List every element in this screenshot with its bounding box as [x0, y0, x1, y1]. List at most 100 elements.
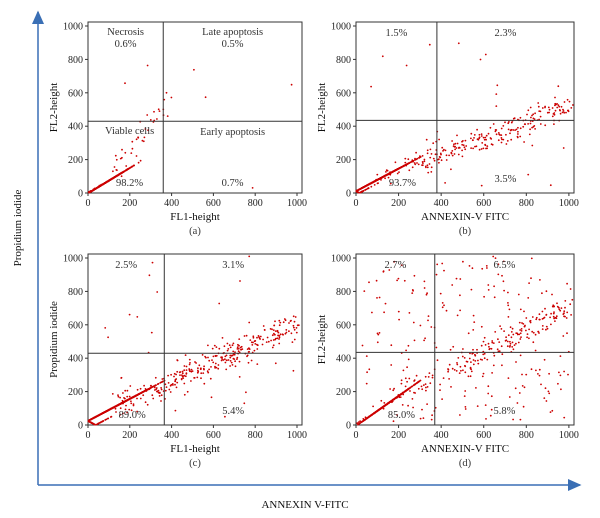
event-point [185, 372, 188, 375]
event-point [103, 182, 106, 185]
data-points [356, 255, 574, 426]
event-point [499, 134, 501, 136]
event-point [226, 342, 229, 345]
event-point [482, 147, 485, 150]
event-point [482, 136, 485, 139]
event-point [457, 147, 460, 149]
event-point [534, 333, 537, 336]
event-point [125, 165, 128, 167]
event-point [183, 369, 186, 372]
event-point [487, 385, 490, 388]
event-point [537, 330, 540, 333]
quadrant-value-upper-right: 2.3% [495, 28, 517, 39]
event-point [419, 379, 422, 382]
event-point [391, 170, 394, 173]
event-point [526, 333, 529, 335]
event-point [476, 128, 478, 131]
event-point [480, 184, 483, 187]
event-point [432, 157, 435, 160]
event-point [519, 127, 522, 130]
event-point [230, 361, 233, 364]
event-point [453, 146, 456, 148]
event-point [445, 154, 448, 157]
event-point [238, 376, 241, 378]
event-point [503, 330, 505, 332]
event-point [295, 327, 298, 329]
event-point [154, 384, 157, 387]
event-point [359, 422, 361, 424]
event-point [569, 288, 572, 290]
event-point [156, 118, 158, 120]
x-tick-label: 1000 [559, 198, 579, 209]
event-point [256, 344, 259, 347]
event-point [274, 320, 276, 323]
event-point [429, 382, 432, 385]
event-point [494, 130, 497, 133]
event-point [383, 404, 386, 407]
event-point [407, 358, 410, 361]
event-point [427, 376, 430, 378]
event-point [396, 279, 398, 282]
event-point [502, 125, 505, 127]
event-point [562, 110, 565, 112]
event-point [271, 334, 274, 337]
event-point [374, 180, 377, 182]
event-point [105, 418, 108, 421]
event-point [176, 370, 179, 373]
event-point [519, 329, 521, 331]
event-point [256, 348, 259, 350]
event-point [444, 182, 446, 184]
event-point [515, 128, 518, 131]
quadrant-value-upper-left: 1.5% [386, 28, 408, 39]
event-point [156, 390, 158, 393]
event-point [504, 121, 506, 124]
event-point [380, 176, 383, 179]
event-point [512, 348, 515, 351]
event-point [464, 148, 467, 151]
event-point [115, 169, 118, 171]
event-point [406, 366, 408, 369]
event-point [435, 346, 438, 349]
event-point [404, 385, 407, 388]
event-point [399, 166, 401, 169]
event-point [194, 361, 196, 363]
event-point [162, 380, 164, 383]
event-point [174, 380, 177, 383]
event-point [430, 153, 433, 155]
event-point [355, 190, 358, 192]
event-point [507, 304, 510, 307]
y-tick-label: 0 [78, 421, 83, 432]
event-point [525, 317, 528, 319]
event-point [490, 395, 493, 398]
event-point [259, 335, 262, 338]
event-point [487, 132, 490, 135]
event-point [414, 392, 416, 394]
event-point [151, 394, 154, 397]
event-point [564, 306, 566, 309]
event-point [391, 401, 393, 404]
event-point [477, 362, 480, 365]
quadrant-name-upper-left: Necrosis [107, 27, 144, 38]
event-point [276, 330, 279, 333]
event-point [506, 340, 509, 343]
event-point [563, 111, 566, 114]
event-point [237, 347, 240, 350]
event-point [115, 158, 118, 161]
event-point [487, 284, 490, 286]
event-point [94, 416, 97, 418]
event-point [485, 134, 488, 137]
y-tick-label: 200 [336, 155, 351, 166]
event-point [278, 324, 281, 327]
event-point [274, 337, 277, 340]
event-point [119, 396, 121, 399]
event-point [160, 387, 163, 389]
event-point [545, 325, 548, 328]
event-point [247, 351, 250, 353]
event-point [430, 166, 433, 169]
event-point [438, 138, 440, 141]
event-point [414, 159, 416, 161]
event-point [514, 129, 516, 132]
event-point [535, 318, 538, 321]
event-point [296, 324, 299, 327]
event-point [517, 341, 520, 344]
